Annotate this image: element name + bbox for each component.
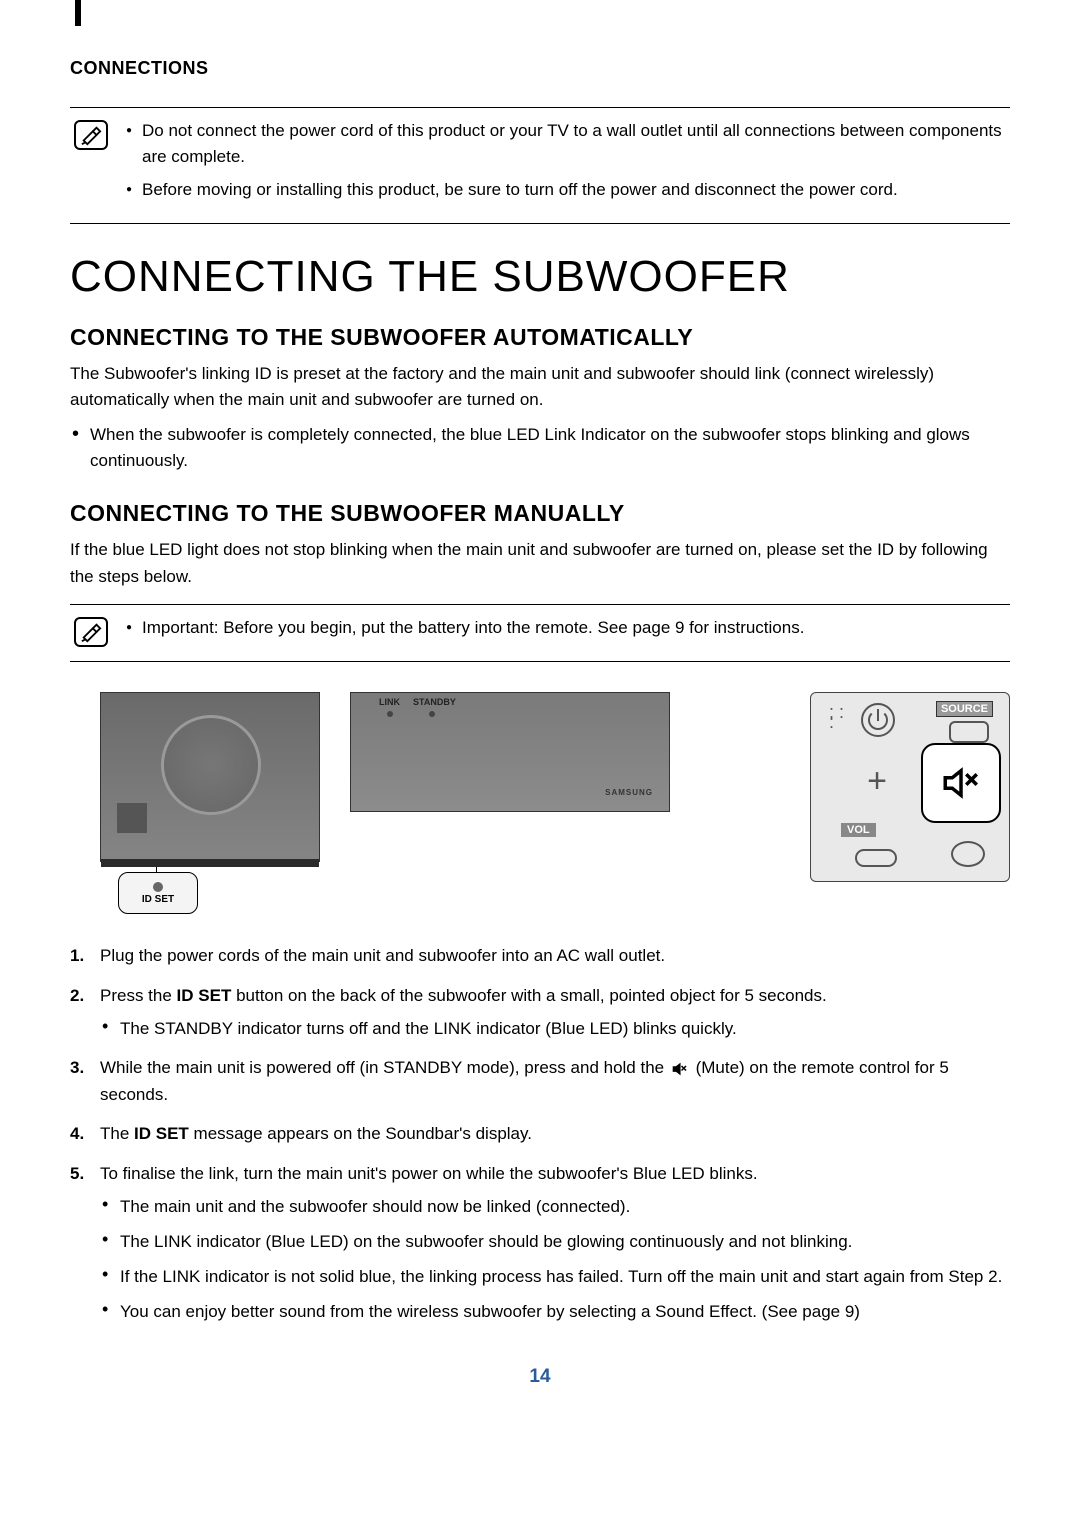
top-notice-list: Do not connect the power cord of this pr… [126,118,1006,209]
power-icon [861,703,895,737]
top-notice-box: Do not connect the power cord of this pr… [70,107,1010,224]
step-1: Plug the power cords of the main unit an… [70,942,1010,969]
id-set-label: ID SET [142,894,174,905]
mid-notice-list: Important: Before you begin, put the bat… [126,615,804,647]
step-2: Press the ID SET button on the back of t… [70,982,1010,1042]
source-label: SOURCE [936,701,993,717]
step-bold: ID SET [177,986,232,1005]
step-text: Press the [100,986,177,1005]
auto-bullet: When the subwoofer is completely connect… [72,422,1010,475]
step-sub: If the LINK indicator is not solid blue,… [100,1263,1010,1290]
vol-up-icon: + [857,761,897,801]
heading-auto: CONNECTING TO THE SUBWOOFER AUTOMATICALL… [70,324,1010,351]
manual-steps: Plug the power cords of the main unit an… [70,942,1010,1325]
mute-button-highlight [921,743,1001,823]
standby-label: STANDBY [413,697,456,707]
auto-intro: The Subwoofer's linking ID is preset at … [70,361,1010,414]
step-sub: The LINK indicator (Blue LED) on the sub… [100,1228,1010,1255]
vol-label: VOL [841,823,876,837]
step-4: The ID SET message appears on the Soundb… [70,1120,1010,1147]
brand-logo: SAMSUNG [605,788,653,797]
step-text: message appears on the Soundbar's displa… [189,1124,532,1143]
subwoofer-illustration: ID SET [70,692,320,914]
manual-intro: If the blue LED light does not stop blin… [70,537,1010,590]
auto-bullets: When the subwoofer is completely connect… [72,422,1010,475]
id-set-callout: ID SET [118,872,198,914]
note-icon [74,120,108,150]
heading-manual: CONNECTING TO THE SUBWOOFER MANUALLY [70,500,1010,527]
step-5: To finalise the link, turn the main unit… [70,1160,1010,1326]
step-sub: You can enjoy better sound from the wire… [100,1298,1010,1325]
link-label: LINK [379,697,400,707]
step-text: The [100,1124,134,1143]
step-text: To finalise the link, turn the main unit… [100,1164,758,1183]
notice-item: Do not connect the power cord of this pr… [126,118,1006,171]
mid-notice-box: Important: Before you begin, put the bat… [70,604,1010,662]
page-title: CONNECTING THE SUBWOOFER [70,252,1010,302]
repeat-icon [951,841,985,867]
step-3: While the main unit is powered off (in S… [70,1054,1010,1108]
notice-item: Before moving or installing this product… [126,177,1006,203]
notice-item: Important: Before you begin, put the bat… [126,615,804,641]
step-text: button on the back of the subwoofer with… [231,986,826,1005]
step-bold: ID SET [134,1124,189,1143]
note-icon [74,617,108,647]
vol-down-icon [855,849,897,867]
step-text: Plug the power cords of the main unit an… [100,946,665,965]
soundbar-illustration: LINK STANDBY SAMSUNG [350,692,670,812]
step-text: While the main unit is powered off (in S… [100,1058,669,1077]
remote-illustration: : :: SOURCE + VOL [810,692,1010,882]
step-sub: The STANDBY indicator turns off and the … [100,1015,1010,1042]
mute-icon [669,1060,691,1078]
illustration-row: ID SET LINK STANDBY SAMSUNG : :: SOURCE … [70,692,1010,914]
section-header: CONNECTIONS [70,58,1010,79]
manual-page: CONNECTIONS Do not connect the power cor… [0,0,1080,1428]
step-sub: The main unit and the subwoofer should n… [100,1193,1010,1220]
page-tab-mark [75,0,81,26]
page-number: 14 [70,1366,1010,1388]
source-button-icon [949,721,989,743]
